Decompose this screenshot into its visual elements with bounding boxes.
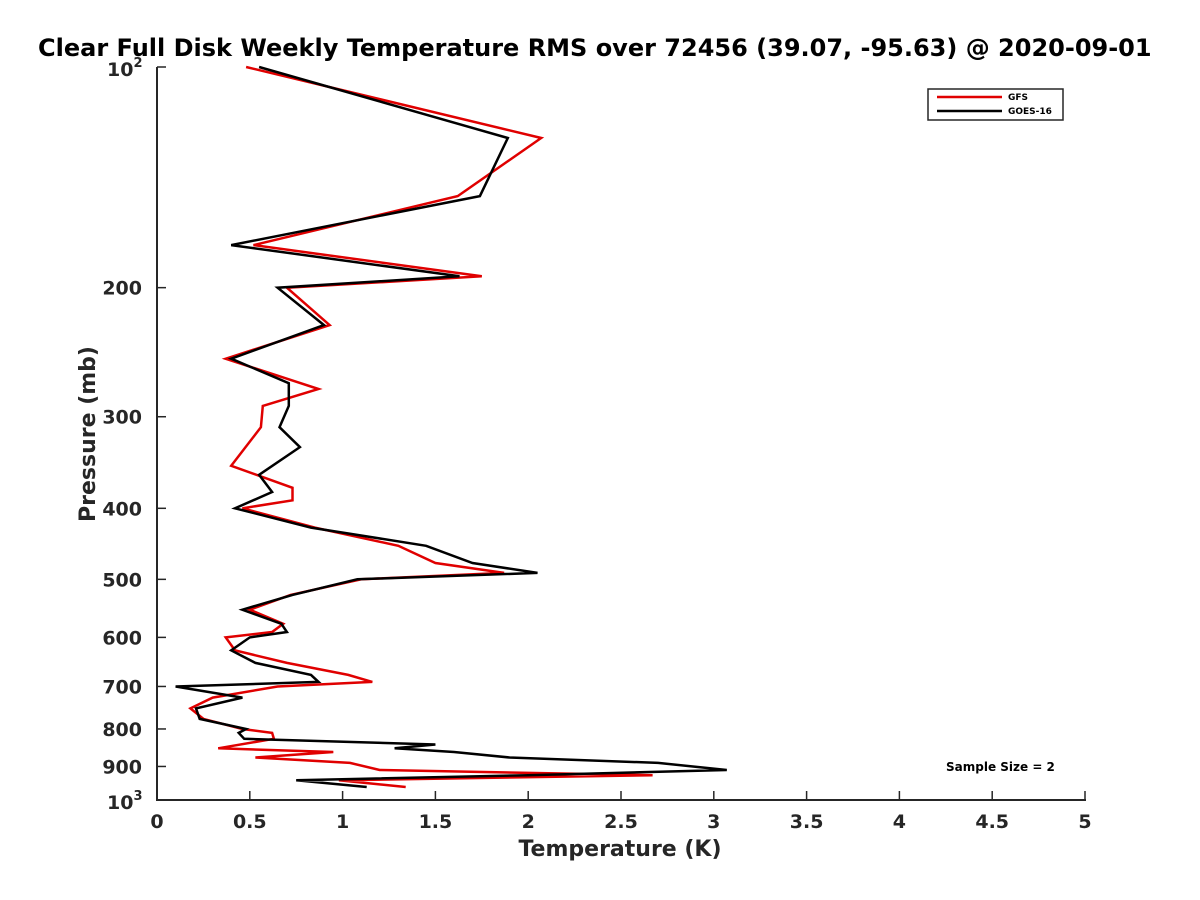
chart-title: Clear Full Disk Weekly Temperature RMS o… (38, 34, 1152, 62)
series-line-gfs (188, 65, 653, 789)
x-tick-label: 2.5 (604, 811, 638, 833)
y-tick-label: 900 (102, 756, 142, 778)
x-ticks: 0 0.5 1 1.5 2 2.5 3 3.5 4 4.5 5 (150, 791, 1092, 833)
y-tick-exponent: 3 (133, 789, 142, 804)
y-tick-label: 103 (107, 789, 143, 814)
x-tick-label: 2 (522, 811, 535, 833)
legend-box (927, 88, 1064, 121)
y-tick-base: 10 (107, 59, 133, 81)
y-tick-label: 102 (107, 56, 143, 81)
y-tick-label: 800 (102, 719, 142, 741)
x-tick-label: 3.5 (790, 811, 824, 833)
x-tick-label: 4.5 (975, 811, 1009, 833)
y-tick-label: 600 (102, 627, 142, 649)
y-tick-label: 700 (102, 676, 142, 698)
legend-label-gfs: GFS (1008, 93, 1028, 103)
series-layer (175, 65, 727, 789)
x-tick-label: 1.5 (419, 811, 453, 833)
y-tick-label: 200 (102, 278, 142, 300)
series-line-goes-16 (175, 65, 727, 789)
x-tick-label: 0 (150, 811, 163, 833)
x-tick-label: 0.5 (233, 811, 267, 833)
legend: GFS GOES-16 (927, 88, 1064, 121)
y-tick-label: 500 (102, 569, 142, 591)
y-tick-base: 10 (107, 792, 133, 814)
x-tick-label: 3 (707, 811, 720, 833)
y-tick-label: 400 (102, 498, 142, 520)
y-tick-exponent: 2 (133, 56, 142, 71)
legend-label-goes16: GOES-16 (1008, 107, 1052, 117)
axes (156, 67, 1086, 801)
x-tick-label: 5 (1078, 811, 1091, 833)
x-axis-label: Temperature (K) (518, 837, 721, 862)
sample-size-annotation: Sample Size = 2 (946, 760, 1055, 774)
y-tick-label: 300 (102, 407, 142, 429)
y-axis-label: Pressure (mb) (76, 346, 101, 522)
x-tick-label: 1 (336, 811, 349, 833)
x-tick-label: 4 (893, 811, 906, 833)
